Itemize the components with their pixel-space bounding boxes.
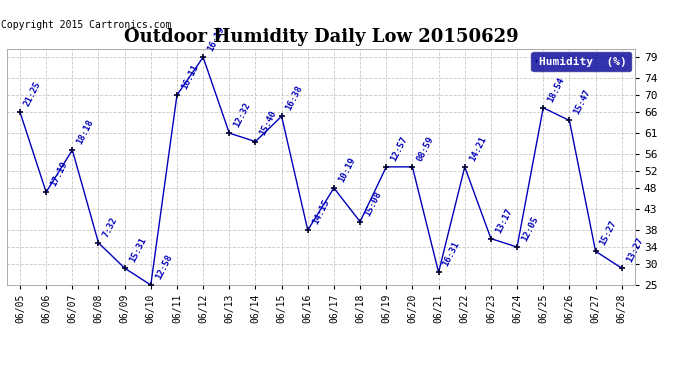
Text: 13:27: 13:27	[624, 236, 644, 264]
Title: Outdoor Humidity Daily Low 20150629: Outdoor Humidity Daily Low 20150629	[124, 28, 518, 46]
Text: 12:58: 12:58	[154, 253, 174, 281]
Text: 15:31: 15:31	[128, 236, 148, 264]
Text: 15:08: 15:08	[363, 189, 383, 217]
Text: 16:31: 16:31	[442, 240, 462, 268]
Text: 7:32: 7:32	[101, 215, 119, 238]
Text: 18:18: 18:18	[75, 118, 95, 146]
Text: Copyright 2015 Cartronics.com: Copyright 2015 Cartronics.com	[1, 20, 171, 30]
Text: 13:17: 13:17	[493, 206, 514, 234]
Text: 21:25: 21:25	[23, 80, 43, 108]
Text: 12:57: 12:57	[389, 135, 409, 163]
Text: 18:54: 18:54	[546, 76, 566, 104]
Text: 12:32: 12:32	[232, 101, 253, 129]
Text: 17:19: 17:19	[49, 160, 69, 188]
Text: 14:21: 14:21	[468, 135, 488, 163]
Text: 08:59: 08:59	[415, 135, 435, 163]
Text: 15:47: 15:47	[572, 88, 593, 116]
Text: 15:40: 15:40	[258, 110, 279, 137]
Text: 16:19: 16:19	[206, 25, 226, 53]
Legend: Humidity  (%): Humidity (%)	[531, 52, 631, 71]
Text: 15:27: 15:27	[598, 219, 618, 247]
Text: 14:15: 14:15	[310, 198, 331, 226]
Text: 16:11: 16:11	[179, 63, 200, 91]
Text: 12:05: 12:05	[520, 215, 540, 243]
Text: 10:19: 10:19	[337, 156, 357, 184]
Text: 16:38: 16:38	[284, 84, 304, 112]
